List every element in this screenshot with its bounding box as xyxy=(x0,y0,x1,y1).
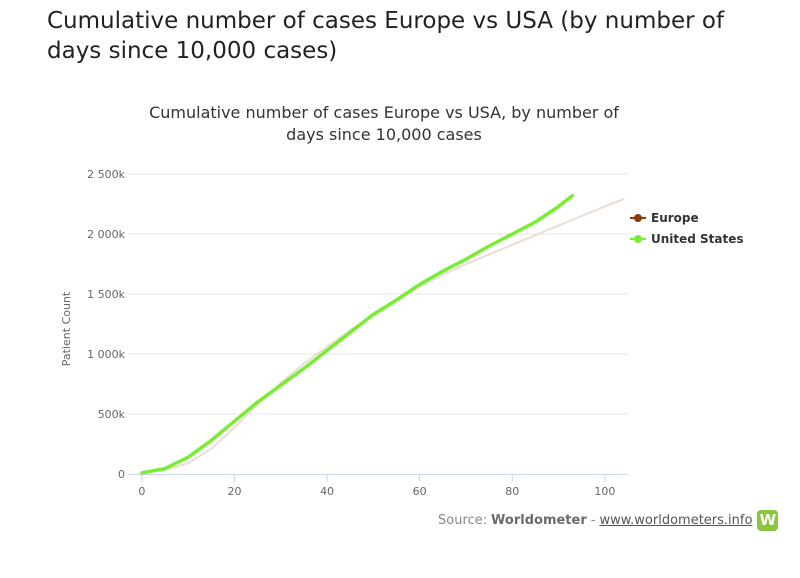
x-tick-label: 0 xyxy=(138,485,145,498)
x-tick-label: 100 xyxy=(594,485,615,498)
y-axis-ticks: 0 500k 1 000k 1 500k 2 000k 2 500k xyxy=(87,168,125,481)
chart-title-line: days since 10,000 cases xyxy=(286,125,482,144)
source-credit: Source: Worldometer - www.worldometers.i… xyxy=(438,510,779,531)
x-tick-label: 20 xyxy=(227,485,241,498)
series-line-united-states xyxy=(140,193,575,475)
series-layer xyxy=(140,193,625,475)
legend-marker xyxy=(634,214,642,222)
y-tick-label: 2 500k xyxy=(87,168,125,181)
y-axis-label: Patient Count xyxy=(60,291,73,366)
worldometer-logo-icon: W xyxy=(757,510,779,531)
source-link[interactable]: www.worldometers.info xyxy=(599,513,753,528)
source-name: Worldometer xyxy=(491,513,587,528)
source-label: Source: xyxy=(438,513,488,528)
chart-container: Cumulative number of cases Europe vs USA… xyxy=(0,88,800,508)
legend-label: United States xyxy=(651,232,744,246)
chart-title: Cumulative number of cases Europe vs USA… xyxy=(149,103,619,144)
source-separator: - xyxy=(590,513,596,528)
y-tick-label: 1 500k xyxy=(87,288,125,301)
y-tick-label: 0 xyxy=(118,468,125,481)
chart-title-line: Cumulative number of cases Europe vs USA… xyxy=(149,103,619,122)
legend-marker xyxy=(634,235,642,243)
legend-item-europe[interactable]: Europe xyxy=(630,211,699,225)
x-tick-label: 80 xyxy=(505,485,519,498)
legend-label: Europe xyxy=(651,211,699,225)
y-tick-label: 2 000k xyxy=(87,228,125,241)
y-tick-label: 1 000k xyxy=(87,348,125,361)
x-tick-label: 40 xyxy=(320,485,334,498)
series-line-europe xyxy=(140,198,625,474)
x-tick-label: 60 xyxy=(413,485,427,498)
line-chart: Cumulative number of cases Europe vs USA… xyxy=(60,103,744,498)
y-tick-label: 500k xyxy=(98,408,126,421)
legend: Europe United States xyxy=(630,211,744,246)
x-axis: 0 20 40 60 80 100 xyxy=(128,474,628,498)
grid-lines xyxy=(128,173,628,415)
page-title: Cumulative number of cases Europe vs USA… xyxy=(47,8,725,64)
legend-item-united-states[interactable]: United States xyxy=(630,232,744,246)
